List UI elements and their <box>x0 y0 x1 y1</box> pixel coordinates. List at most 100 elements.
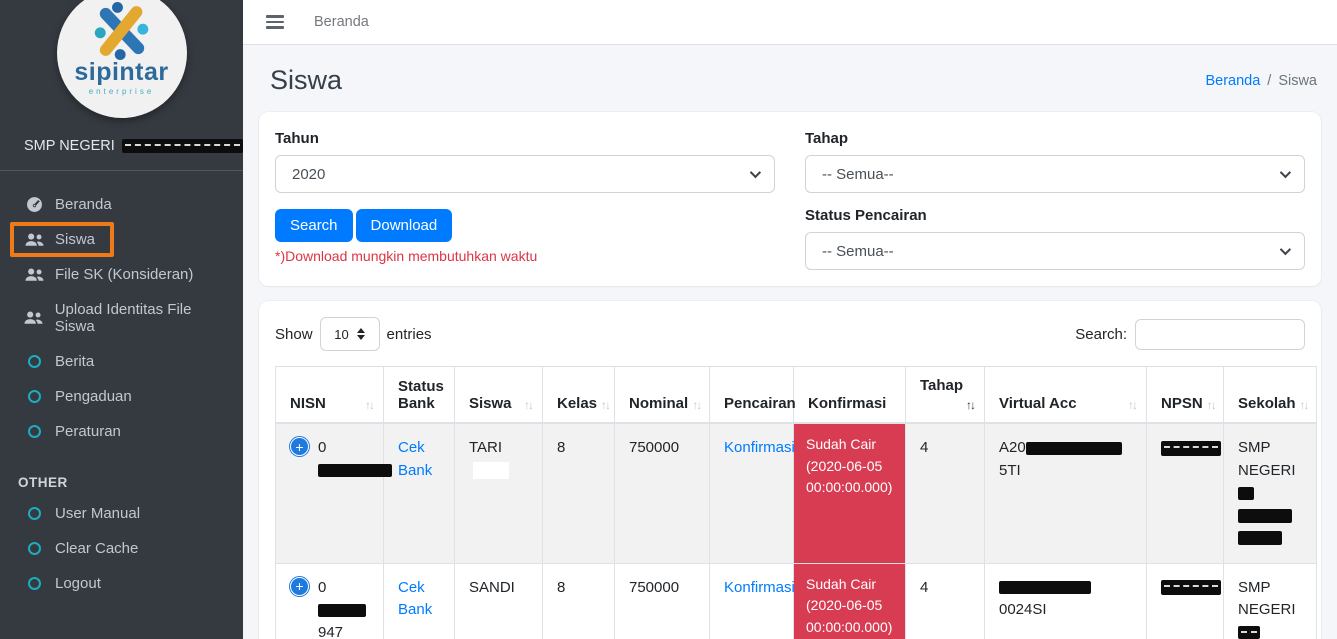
sidebar-item-file-sk[interactable]: File SK (Konsideran) <box>0 257 243 292</box>
npsn-cell <box>1146 562 1224 639</box>
content: Siswa Beranda / Siswa Tahun 2020 Search … <box>243 45 1337 639</box>
redaction <box>999 581 1091 595</box>
column-header-konfirmasi: Konfirmasi <box>793 366 906 424</box>
breadcrumb-home-link[interactable]: Beranda <box>1205 72 1261 89</box>
download-note: *)Download mungkin membutuhkan waktu <box>275 248 538 264</box>
expand-row-button[interactable]: + <box>290 576 309 596</box>
redaction <box>1238 626 1260 639</box>
table-row: + 0 Cek Bank TARI 8 750000 Konfirmasi Su… <box>275 422 1317 564</box>
logo-subtitle: enterprise <box>88 87 155 96</box>
download-button[interactable]: Download <box>355 209 453 242</box>
circle-icon <box>24 577 44 590</box>
siswa-table: NISN ↑↓ Status Bank Siswa ↑↓ Kelas ↑↓ Nomin… <box>275 366 1317 639</box>
redaction <box>1025 441 1122 455</box>
sidebar-item-berita[interactable]: Berita <box>0 344 243 379</box>
show-label: Show <box>275 325 313 343</box>
sidebar-item-upload-identitas[interactable]: Upload Identitas File Siswa <box>0 292 243 344</box>
column-header-virtual-acc[interactable]: Virtual Acc ↑↓ <box>984 366 1147 424</box>
tahun-select[interactable]: 2020 <box>275 155 775 193</box>
column-header-siswa[interactable]: Siswa ↑↓ <box>454 366 543 424</box>
sidebar-menu: Beranda Siswa File SK (Konsideran) Uploa… <box>0 181 243 601</box>
column-header-npsn[interactable]: NPSN ↑↓ <box>1146 366 1224 424</box>
column-header-nisn[interactable]: NISN ↑↓ <box>275 366 384 424</box>
column-header-sekolah[interactable]: Sekolah ↑↓ <box>1223 366 1317 424</box>
cek-bank-link[interactable]: Cek Bank <box>398 578 433 619</box>
redaction <box>1238 508 1292 523</box>
virtual-acc-cell: A205TI <box>984 422 1147 564</box>
school-name: SMP NEGERI <box>0 118 243 154</box>
breadcrumb-current: Siswa <box>1278 72 1317 89</box>
virtual-acc-cell: 0024SI <box>984 562 1147 639</box>
sort-icon: ↑↓ <box>601 398 611 412</box>
column-header-status-bank: Status Bank <box>383 366 455 424</box>
table-search-control: Search: <box>1075 318 1305 350</box>
status-badge-sudah-cair: Sudah Cair (2020-06-05 00:00:00.000) <box>794 563 905 639</box>
table-card: Show 10 entries Search: <box>259 301 1321 639</box>
table-controls: Show 10 entries Search: <box>275 317 1305 351</box>
sidebar-item-logout[interactable]: Logout <box>0 566 243 601</box>
chevron-down-icon <box>1279 166 1292 179</box>
sort-icon: ↑↓ <box>692 398 702 412</box>
breadcrumb-separator: / <box>1267 72 1272 89</box>
table-row: + 0947 Cek Bank SANDI 8 750000 Konfirmas… <box>275 562 1317 639</box>
main-area: Beranda Siswa Beranda / Siswa Tahun 2020… <box>243 0 1337 639</box>
table-search-input[interactable] <box>1135 318 1305 350</box>
page-length-value: 10 <box>334 326 349 342</box>
page-length-control: Show 10 entries <box>275 317 432 351</box>
sidebar-item-siswa[interactable]: Siswa <box>10 222 115 257</box>
filter-buttons: Search Download <box>275 209 775 242</box>
users-icon <box>24 311 44 325</box>
redaction <box>1161 440 1221 456</box>
status-pencairan-label: Status Pencairan <box>805 207 927 224</box>
status-pencairan-select[interactable]: -- Semua-- <box>805 232 1305 270</box>
konfirmasi-cell: Sudah Cair (2020-06-05 00:00:00.000) <box>793 422 906 564</box>
chevron-down-icon <box>749 166 762 179</box>
page-title: Siswa <box>270 65 343 95</box>
app-logo: sipintar enterprise <box>0 0 243 118</box>
table-search-label: Search: <box>1075 325 1127 343</box>
sidebar-item-clear-cache[interactable]: Clear Cache <box>0 531 243 566</box>
chevron-down-icon <box>1279 243 1292 256</box>
circle-icon <box>24 355 44 368</box>
sort-icon: ↑↓ <box>1299 398 1310 412</box>
cek-bank-link[interactable]: Cek Bank <box>398 439 433 479</box>
sidebar-item-beranda[interactable]: Beranda <box>0 187 243 222</box>
column-header-kelas[interactable]: Kelas ↑↓ <box>542 366 615 424</box>
topbar-link-beranda[interactable]: Beranda <box>314 14 369 30</box>
redaction <box>1238 531 1282 546</box>
logo-title: sipintar <box>74 58 169 86</box>
nisn-cell: + 0 <box>275 422 392 564</box>
circle-icon <box>24 425 44 438</box>
search-button[interactable]: Search <box>275 209 353 242</box>
page-length-select[interactable]: 10 <box>319 317 380 351</box>
content-header: Siswa Beranda / Siswa <box>259 45 1321 112</box>
sidebar-item-user-manual[interactable]: User Manual <box>0 496 243 531</box>
nisn-cell: + 0947 <box>275 562 384 639</box>
nominal-cell: 750000 <box>614 562 710 639</box>
status-badge-sudah-cair: Sudah Cair (2020-06-05 00:00:00.000) <box>794 424 905 563</box>
konfirmasi-link[interactable]: Konfirmasi <box>724 578 795 596</box>
redaction <box>318 603 366 617</box>
circle-icon <box>24 507 44 520</box>
sort-icon: ↑↓ <box>1128 398 1138 412</box>
sidebar-item-pengaduan[interactable]: Pengaduan <box>0 379 243 414</box>
users-icon <box>24 268 44 282</box>
users-icon <box>24 233 44 247</box>
sekolah-cell: SMP NEGERI <box>1223 562 1317 639</box>
column-header-pencairan: Pencairan <box>709 366 796 424</box>
tahun-label: Tahun <box>275 130 319 147</box>
menu-toggle-button[interactable] <box>266 15 284 29</box>
expand-row-button[interactable]: + <box>290 437 309 456</box>
logo-circle: sipintar enterprise <box>56 0 187 118</box>
konfirmasi-link[interactable]: Konfirmasi <box>724 439 795 456</box>
tahap-select[interactable]: -- Semua-- <box>805 155 1305 193</box>
breadcrumb: Beranda / Siswa <box>1205 73 1317 89</box>
sort-icon: ↑↓ <box>1206 398 1217 412</box>
sidebar-item-peraturan[interactable]: Peraturan <box>0 414 243 449</box>
table-header-row: NISN ↑↓ Status Bank Siswa ↑↓ Kelas ↑↓ Nomin… <box>275 366 1317 424</box>
column-header-nominal[interactable]: Nominal ↑↓ <box>614 366 710 424</box>
circle-icon <box>24 542 44 555</box>
column-header-tahap[interactable]: Tahap ↑↓ <box>905 366 985 424</box>
tahap-cell: 4 <box>905 422 985 564</box>
updown-arrows-icon <box>356 328 365 340</box>
